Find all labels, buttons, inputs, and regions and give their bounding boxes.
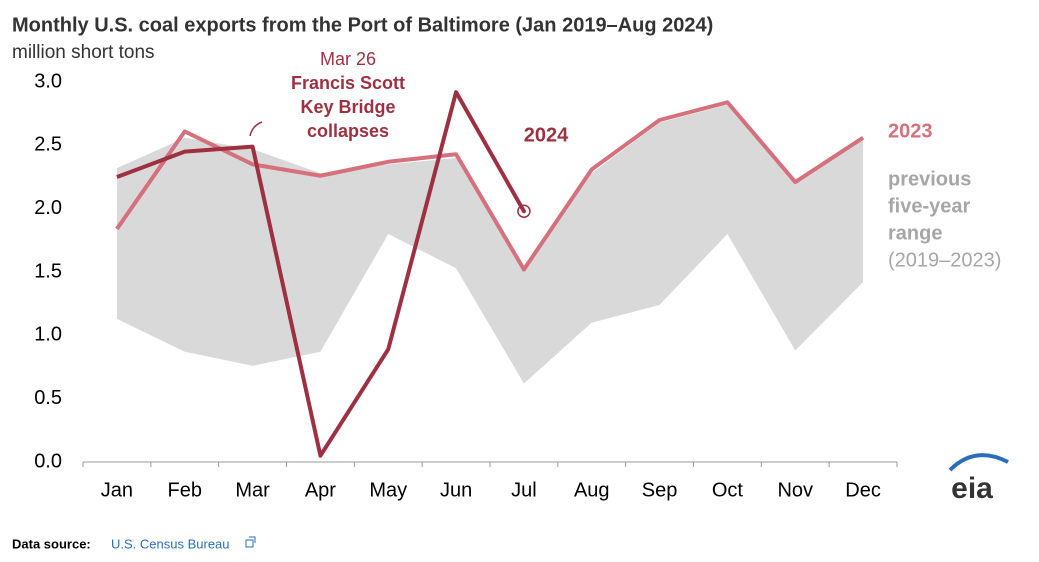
legend-label: 2023 xyxy=(888,120,933,142)
x-tick-label: Oct xyxy=(712,479,744,501)
y-tick-label: 0.5 xyxy=(34,387,62,409)
source-link[interactable]: U.S. Census Bureau xyxy=(111,536,230,551)
legend-label: range xyxy=(888,222,942,244)
series-line xyxy=(116,90,526,458)
x-tick-label: Feb xyxy=(168,479,202,501)
x-tick-label: Aug xyxy=(574,479,610,501)
y-tick-label: 1.5 xyxy=(34,260,62,282)
legend-label: (2019–2023) xyxy=(888,249,1001,271)
x-tick-label: Jan xyxy=(101,479,133,501)
x-tick-label: Jun xyxy=(440,479,472,501)
x-tick-label: Mar xyxy=(235,479,270,501)
chart-subtitle: million short tons xyxy=(12,42,155,63)
y-tick-label: 1.0 xyxy=(34,324,62,346)
y-tick-label: 2.0 xyxy=(34,197,62,219)
logo-swoosh xyxy=(948,453,1009,472)
x-tick-label: Apr xyxy=(305,479,336,501)
y-tick-label: 2.5 xyxy=(34,134,62,156)
annotation-text: Key Bridge xyxy=(300,97,395,117)
annotation-text: Francis Scott xyxy=(291,73,405,93)
series-line xyxy=(115,100,865,272)
end-marker-dot xyxy=(521,209,526,214)
annotation-pointer xyxy=(249,121,263,137)
source-label: Data source: xyxy=(12,536,91,551)
y-tick-label: 3.0 xyxy=(34,70,62,92)
x-tick-label: Jul xyxy=(511,479,537,501)
annotation-date: Mar 26 xyxy=(320,49,376,69)
legend-label: 2024 xyxy=(524,124,569,146)
external-link-icon xyxy=(245,536,256,548)
logo: eia xyxy=(951,472,993,505)
x-tick-label: Sep xyxy=(642,479,678,501)
x-tick-label: Dec xyxy=(845,479,881,501)
legend-label: five-year xyxy=(888,195,970,217)
chart-title: Monthly U.S. coal exports from the Port … xyxy=(12,14,713,36)
y-tick-label: 0.0 xyxy=(34,450,62,472)
x-tick-label: Nov xyxy=(777,479,813,501)
x-tick-label: May xyxy=(369,479,407,501)
end-marker xyxy=(517,204,531,218)
annotation-text: collapses xyxy=(307,121,389,141)
legend-label: previous xyxy=(888,168,971,190)
